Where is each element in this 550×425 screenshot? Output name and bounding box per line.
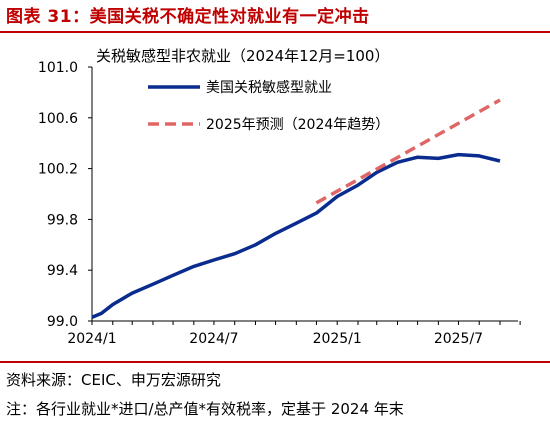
legend-label-1: 美国关税敏感型就业 <box>206 79 332 96</box>
series-line-1 <box>91 152 501 319</box>
x-tick-label: 2025/1 <box>313 331 362 347</box>
x-tick-label: 2025/7 <box>434 331 483 347</box>
y-tick-label: 99.0 <box>47 314 78 330</box>
y-tick-label: 99.4 <box>47 263 78 279</box>
footnote: 注：各行业就业*进口/总产值*有效税率，定基于 2024 年末 <box>6 400 404 418</box>
x-tick-label: 2024/7 <box>189 331 238 347</box>
y-tick-label: 101.0 <box>38 60 78 76</box>
y-tick-label: 100.6 <box>38 111 78 127</box>
legend-label-2: 2025年预测（2024年趋势） <box>206 117 389 133</box>
y-tick-label: 100.2 <box>38 162 78 178</box>
chart-title: 关税敏感型非农就业（2024年12月=100） <box>96 47 389 65</box>
y-tick-label: 99.8 <box>47 212 78 228</box>
title-rule <box>0 31 550 33</box>
source-rule <box>0 361 550 363</box>
x-tick-label: 2024/1 <box>67 331 116 347</box>
source-note: 资料来源：CEIC、申万宏源研究 <box>6 371 221 389</box>
line-chart: 关税敏感型非农就业（2024年12月=100） 99.0 99.4 99.8 100.… <box>38 47 521 347</box>
series-line-2 <box>315 98 501 205</box>
figure-title: 图表 31：美国关税不确定性对就业有一定冲击 <box>6 7 370 27</box>
